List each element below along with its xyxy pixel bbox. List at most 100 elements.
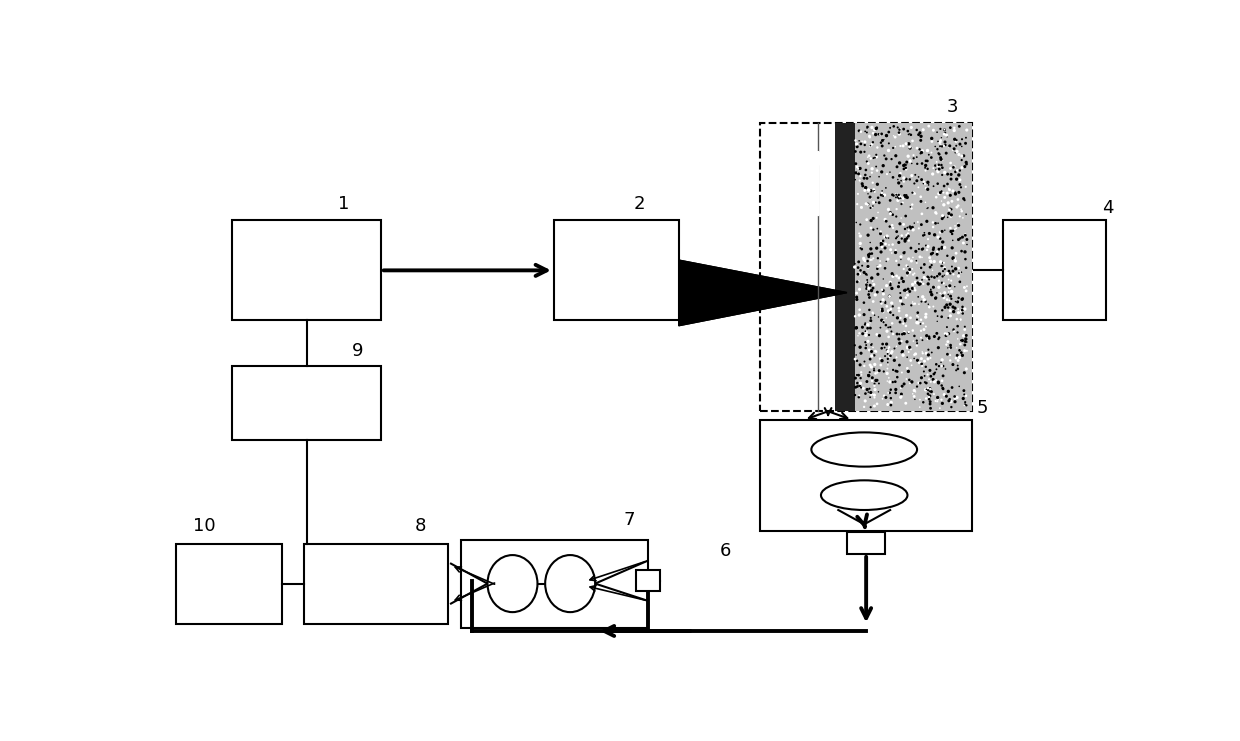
Point (898, 191, 918, 203)
Point (946, 365, 966, 376)
Point (861, 139, 880, 151)
Point (899, 326, 919, 338)
Point (851, 348, 870, 359)
Point (956, 363, 976, 375)
Point (924, 388, 944, 400)
Point (919, 120, 939, 132)
Point (872, 238, 892, 250)
Point (851, 126, 870, 138)
Point (939, 385, 959, 397)
Ellipse shape (821, 480, 908, 510)
Point (939, 286, 959, 298)
Point (909, 222, 929, 234)
Point (868, 367, 888, 379)
Point (894, 190, 914, 202)
Point (872, 235, 892, 247)
Point (920, 383, 940, 395)
Point (877, 216, 897, 227)
Point (956, 285, 976, 297)
Point (873, 273, 893, 285)
Point (945, 302, 965, 314)
Point (944, 301, 963, 313)
Point (955, 339, 975, 351)
Point (950, 267, 970, 279)
Point (862, 285, 882, 296)
Point (847, 355, 867, 367)
Point (890, 123, 910, 135)
Point (897, 190, 916, 202)
Point (869, 365, 889, 376)
Point (928, 287, 947, 299)
Point (890, 140, 910, 152)
Point (950, 210, 970, 222)
Point (928, 391, 947, 403)
Point (940, 222, 960, 234)
Point (849, 268, 869, 280)
Point (955, 388, 975, 400)
Point (905, 298, 925, 310)
Point (951, 266, 971, 278)
Bar (232, 365, 381, 440)
Point (847, 381, 867, 393)
Point (913, 251, 932, 263)
Point (946, 222, 966, 234)
Point (954, 330, 973, 342)
Point (903, 279, 923, 290)
Point (915, 162, 935, 173)
Point (949, 233, 968, 245)
Point (952, 334, 972, 346)
Point (848, 262, 868, 273)
Point (914, 176, 934, 187)
Point (856, 336, 875, 348)
Point (937, 168, 957, 180)
Point (956, 333, 976, 345)
Point (903, 187, 923, 199)
Point (847, 377, 867, 389)
Point (872, 314, 892, 326)
Point (859, 344, 879, 356)
Point (847, 293, 867, 305)
Point (878, 348, 898, 360)
Point (941, 342, 961, 353)
Point (950, 233, 970, 245)
Point (870, 359, 890, 371)
Point (934, 257, 954, 269)
Point (854, 173, 874, 185)
Point (844, 353, 864, 365)
Point (930, 140, 950, 152)
Point (937, 268, 957, 279)
Point (867, 161, 887, 173)
Point (888, 365, 908, 377)
Point (941, 162, 961, 174)
Point (904, 385, 924, 396)
Point (954, 193, 973, 205)
Point (848, 167, 868, 179)
Point (911, 325, 931, 336)
Point (846, 382, 866, 393)
Point (874, 150, 894, 162)
Point (889, 272, 909, 284)
Point (944, 225, 963, 236)
Point (872, 140, 892, 152)
Point (856, 169, 875, 181)
Point (910, 251, 930, 263)
Point (897, 373, 916, 385)
Point (921, 152, 941, 164)
Point (895, 191, 915, 203)
Point (950, 276, 970, 288)
Point (884, 342, 904, 354)
Point (873, 303, 893, 315)
Point (862, 338, 882, 350)
Point (862, 272, 882, 284)
Point (952, 349, 972, 361)
Point (920, 396, 940, 408)
Point (950, 380, 970, 392)
Point (940, 202, 960, 214)
Point (934, 140, 954, 152)
Point (864, 124, 884, 136)
Point (861, 254, 880, 266)
Point (878, 387, 898, 399)
Point (870, 237, 890, 249)
Point (950, 345, 970, 356)
Point (914, 396, 934, 408)
